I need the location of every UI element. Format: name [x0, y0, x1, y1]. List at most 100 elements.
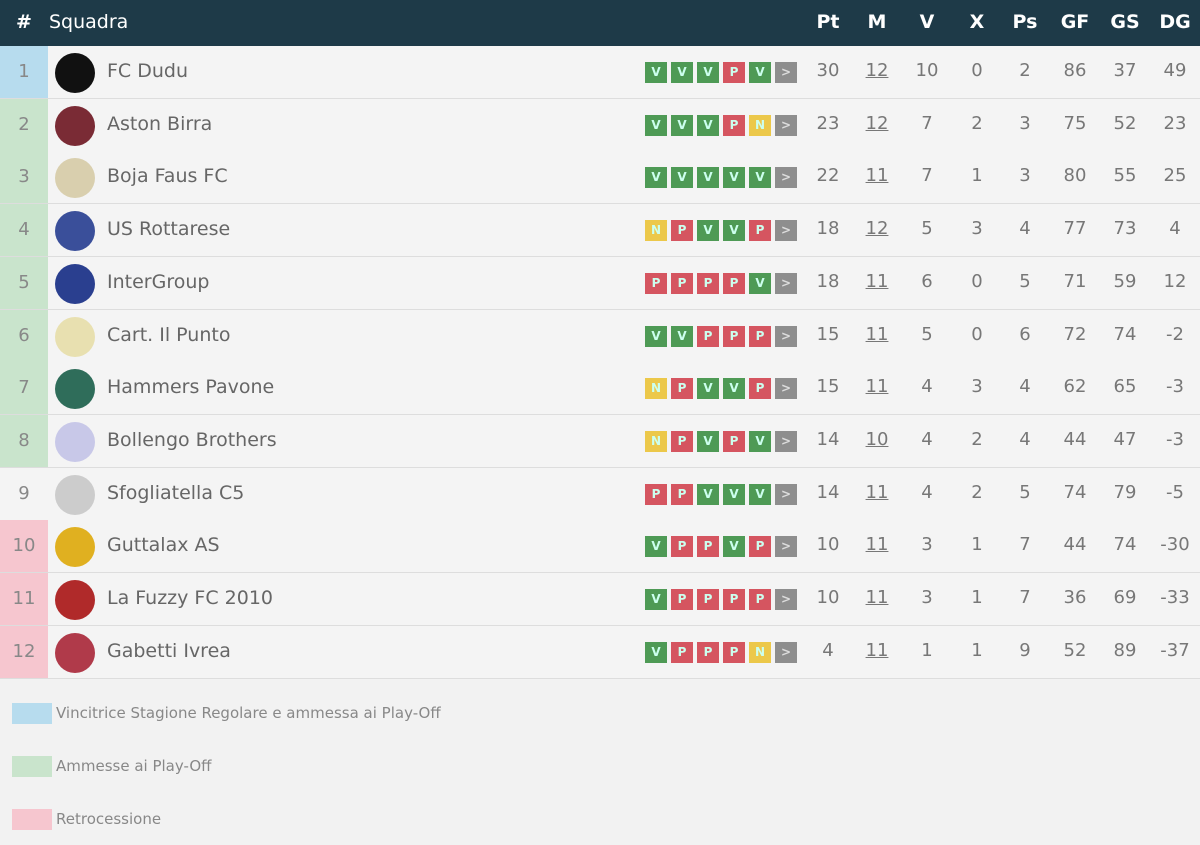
form-badge[interactable]: V	[697, 378, 719, 400]
table-row[interactable]: 5 InterGroup P P P P V >18 11 6 0 5 71 59 12	[0, 256, 1200, 310]
form-badge[interactable]: P	[723, 641, 745, 663]
team-name[interactable]: Guttalax AS	[107, 534, 220, 557]
table-row[interactable]: 2 Aston Birra V V V P N >23 12 7 2 3 75 52 23	[0, 98, 1200, 152]
team-name[interactable]: Gabetti Ivrea	[107, 639, 231, 662]
table-row[interactable]: 4 US Rottarese N P V V P >18 12 5 3 4 77 73 4	[0, 204, 1200, 258]
stat-m[interactable]: 11	[865, 534, 889, 556]
stat-m[interactable]: 12	[865, 218, 889, 240]
header-col[interactable]: Pt	[816, 11, 840, 33]
next-match-icon[interactable]: >	[775, 62, 797, 83]
table-row[interactable]: 8 Bollengo Brothers N P V P V >14 10 4 2 4 44 47 -3	[0, 414, 1200, 468]
form-badge[interactable]: V	[723, 220, 745, 242]
form-badge[interactable]: P	[723, 430, 745, 452]
form-badge[interactable]: V	[697, 483, 719, 505]
team-name[interactable]: La Fuzzy FC 2010	[107, 587, 274, 609]
stat-m[interactable]: 11	[865, 376, 889, 398]
stat-m[interactable]: 10	[865, 428, 889, 450]
table-row[interactable]: 10 Guttalax AS V P P V P >10 11 3 1 7 44 74 -30	[0, 520, 1200, 574]
form-badge[interactable]: P	[645, 483, 667, 505]
form-badge[interactable]: V	[723, 536, 745, 558]
form-badge[interactable]: V	[723, 378, 745, 400]
form-badge[interactable]: V	[749, 483, 771, 505]
form-badge[interactable]: P	[645, 272, 667, 294]
form-badge[interactable]: V	[671, 114, 693, 136]
form-badge[interactable]: V	[723, 483, 745, 505]
form-badge[interactable]: P	[749, 325, 771, 347]
form-badge[interactable]: P	[671, 589, 693, 610]
next-match-icon[interactable]: >	[775, 272, 797, 294]
form-badge[interactable]: P	[723, 589, 745, 610]
form-badge[interactable]: P	[749, 378, 771, 400]
next-match-icon[interactable]: >	[775, 641, 797, 663]
header-col[interactable]: V	[919, 11, 935, 33]
form-badge[interactable]: V	[645, 325, 667, 347]
form-badge[interactable]: V	[697, 114, 719, 136]
table-row[interactable]: 11 La Fuzzy FC 2010 V P P P P >10 11 3 1 7 36 69 -33	[0, 573, 1200, 626]
table-row[interactable]: 12 Gabetti Ivrea V P P P N >4 11 1 1 9 52 89 -37	[0, 625, 1200, 679]
form-badge[interactable]: N	[645, 378, 667, 400]
next-match-icon[interactable]: >	[775, 220, 797, 242]
team-name[interactable]: Hammers Pavone	[107, 376, 275, 399]
form-badge[interactable]: N	[749, 641, 771, 663]
form-badge[interactable]: V	[645, 641, 667, 663]
stat-m[interactable]: 11	[865, 323, 889, 345]
form-badge[interactable]: P	[671, 483, 693, 505]
stat-m[interactable]: 12	[865, 112, 889, 134]
stat-m[interactable]: 11	[865, 481, 889, 503]
form-badge[interactable]: P	[723, 272, 745, 294]
form-badge[interactable]: V	[697, 62, 719, 83]
form-badge[interactable]: V	[671, 167, 693, 189]
form-badge[interactable]: V	[671, 325, 693, 347]
next-match-icon[interactable]: >	[775, 430, 797, 452]
form-badge[interactable]: P	[671, 536, 693, 558]
form-badge[interactable]: N	[645, 220, 667, 242]
form-badge[interactable]: V	[671, 62, 693, 83]
team-name[interactable]: Cart. Il Punto	[107, 323, 231, 346]
next-match-icon[interactable]: >	[775, 589, 797, 610]
form-badge[interactable]: V	[645, 62, 667, 83]
form-badge[interactable]: P	[671, 641, 693, 663]
form-badge[interactable]: P	[723, 325, 745, 347]
form-badge[interactable]: P	[749, 536, 771, 558]
form-badge[interactable]: N	[749, 114, 771, 136]
form-badge[interactable]: P	[697, 536, 719, 558]
header-col[interactable]: Ps	[1012, 11, 1038, 33]
form-badge[interactable]: V	[697, 220, 719, 242]
form-badge[interactable]: V	[645, 536, 667, 558]
form-badge[interactable]: V	[749, 167, 771, 189]
team-name[interactable]: US Rottarese	[107, 218, 231, 241]
form-badge[interactable]: P	[697, 641, 719, 663]
form-badge[interactable]: P	[749, 220, 771, 242]
next-match-icon[interactable]: >	[775, 167, 797, 189]
form-badge[interactable]: V	[749, 62, 771, 83]
next-match-icon[interactable]: >	[775, 378, 797, 400]
table-row[interactable]: 1 FC Dudu V V V P V >30 12 10 0 2 86 37 49	[0, 46, 1200, 99]
team-name[interactable]: Boja Faus FC	[107, 165, 228, 188]
form-badge[interactable]: P	[671, 430, 693, 452]
table-row[interactable]: 6 Cart. Il Punto V V P P P >15 11 5 0 6 72 74 -2	[0, 309, 1200, 363]
form-badge[interactable]: V	[645, 167, 667, 189]
header-col[interactable]: M	[867, 11, 887, 33]
header-col[interactable]: DG	[1159, 11, 1191, 33]
stat-m[interactable]: 11	[865, 270, 889, 292]
stat-m[interactable]: 11	[865, 165, 889, 187]
form-badge[interactable]: P	[671, 272, 693, 294]
next-match-icon[interactable]: >	[775, 114, 797, 136]
team-name[interactable]: Sfogliatella C5	[107, 481, 245, 504]
form-badge[interactable]: V	[645, 589, 667, 610]
form-badge[interactable]: V	[697, 167, 719, 189]
form-badge[interactable]: P	[697, 589, 719, 610]
stat-m[interactable]: 12	[865, 60, 889, 81]
form-badge[interactable]: V	[749, 272, 771, 294]
form-badge[interactable]: V	[723, 167, 745, 189]
header-col[interactable]: GS	[1110, 11, 1140, 33]
form-badge[interactable]: P	[671, 378, 693, 400]
form-badge[interactable]: V	[697, 430, 719, 452]
table-row[interactable]: 3 Boja Faus FC V V V V V >22 11 7 1 3 80 55 25	[0, 151, 1200, 205]
form-badge[interactable]: P	[697, 272, 719, 294]
form-badge[interactable]: N	[645, 430, 667, 452]
table-row[interactable]: 9 Sfogliatella C5 P P V V V >14 11 4 2 5 74 79 -5	[0, 467, 1200, 521]
next-match-icon[interactable]: >	[775, 325, 797, 347]
team-name[interactable]: InterGroup	[107, 270, 210, 293]
team-name[interactable]: Bollengo Brothers	[107, 428, 277, 451]
